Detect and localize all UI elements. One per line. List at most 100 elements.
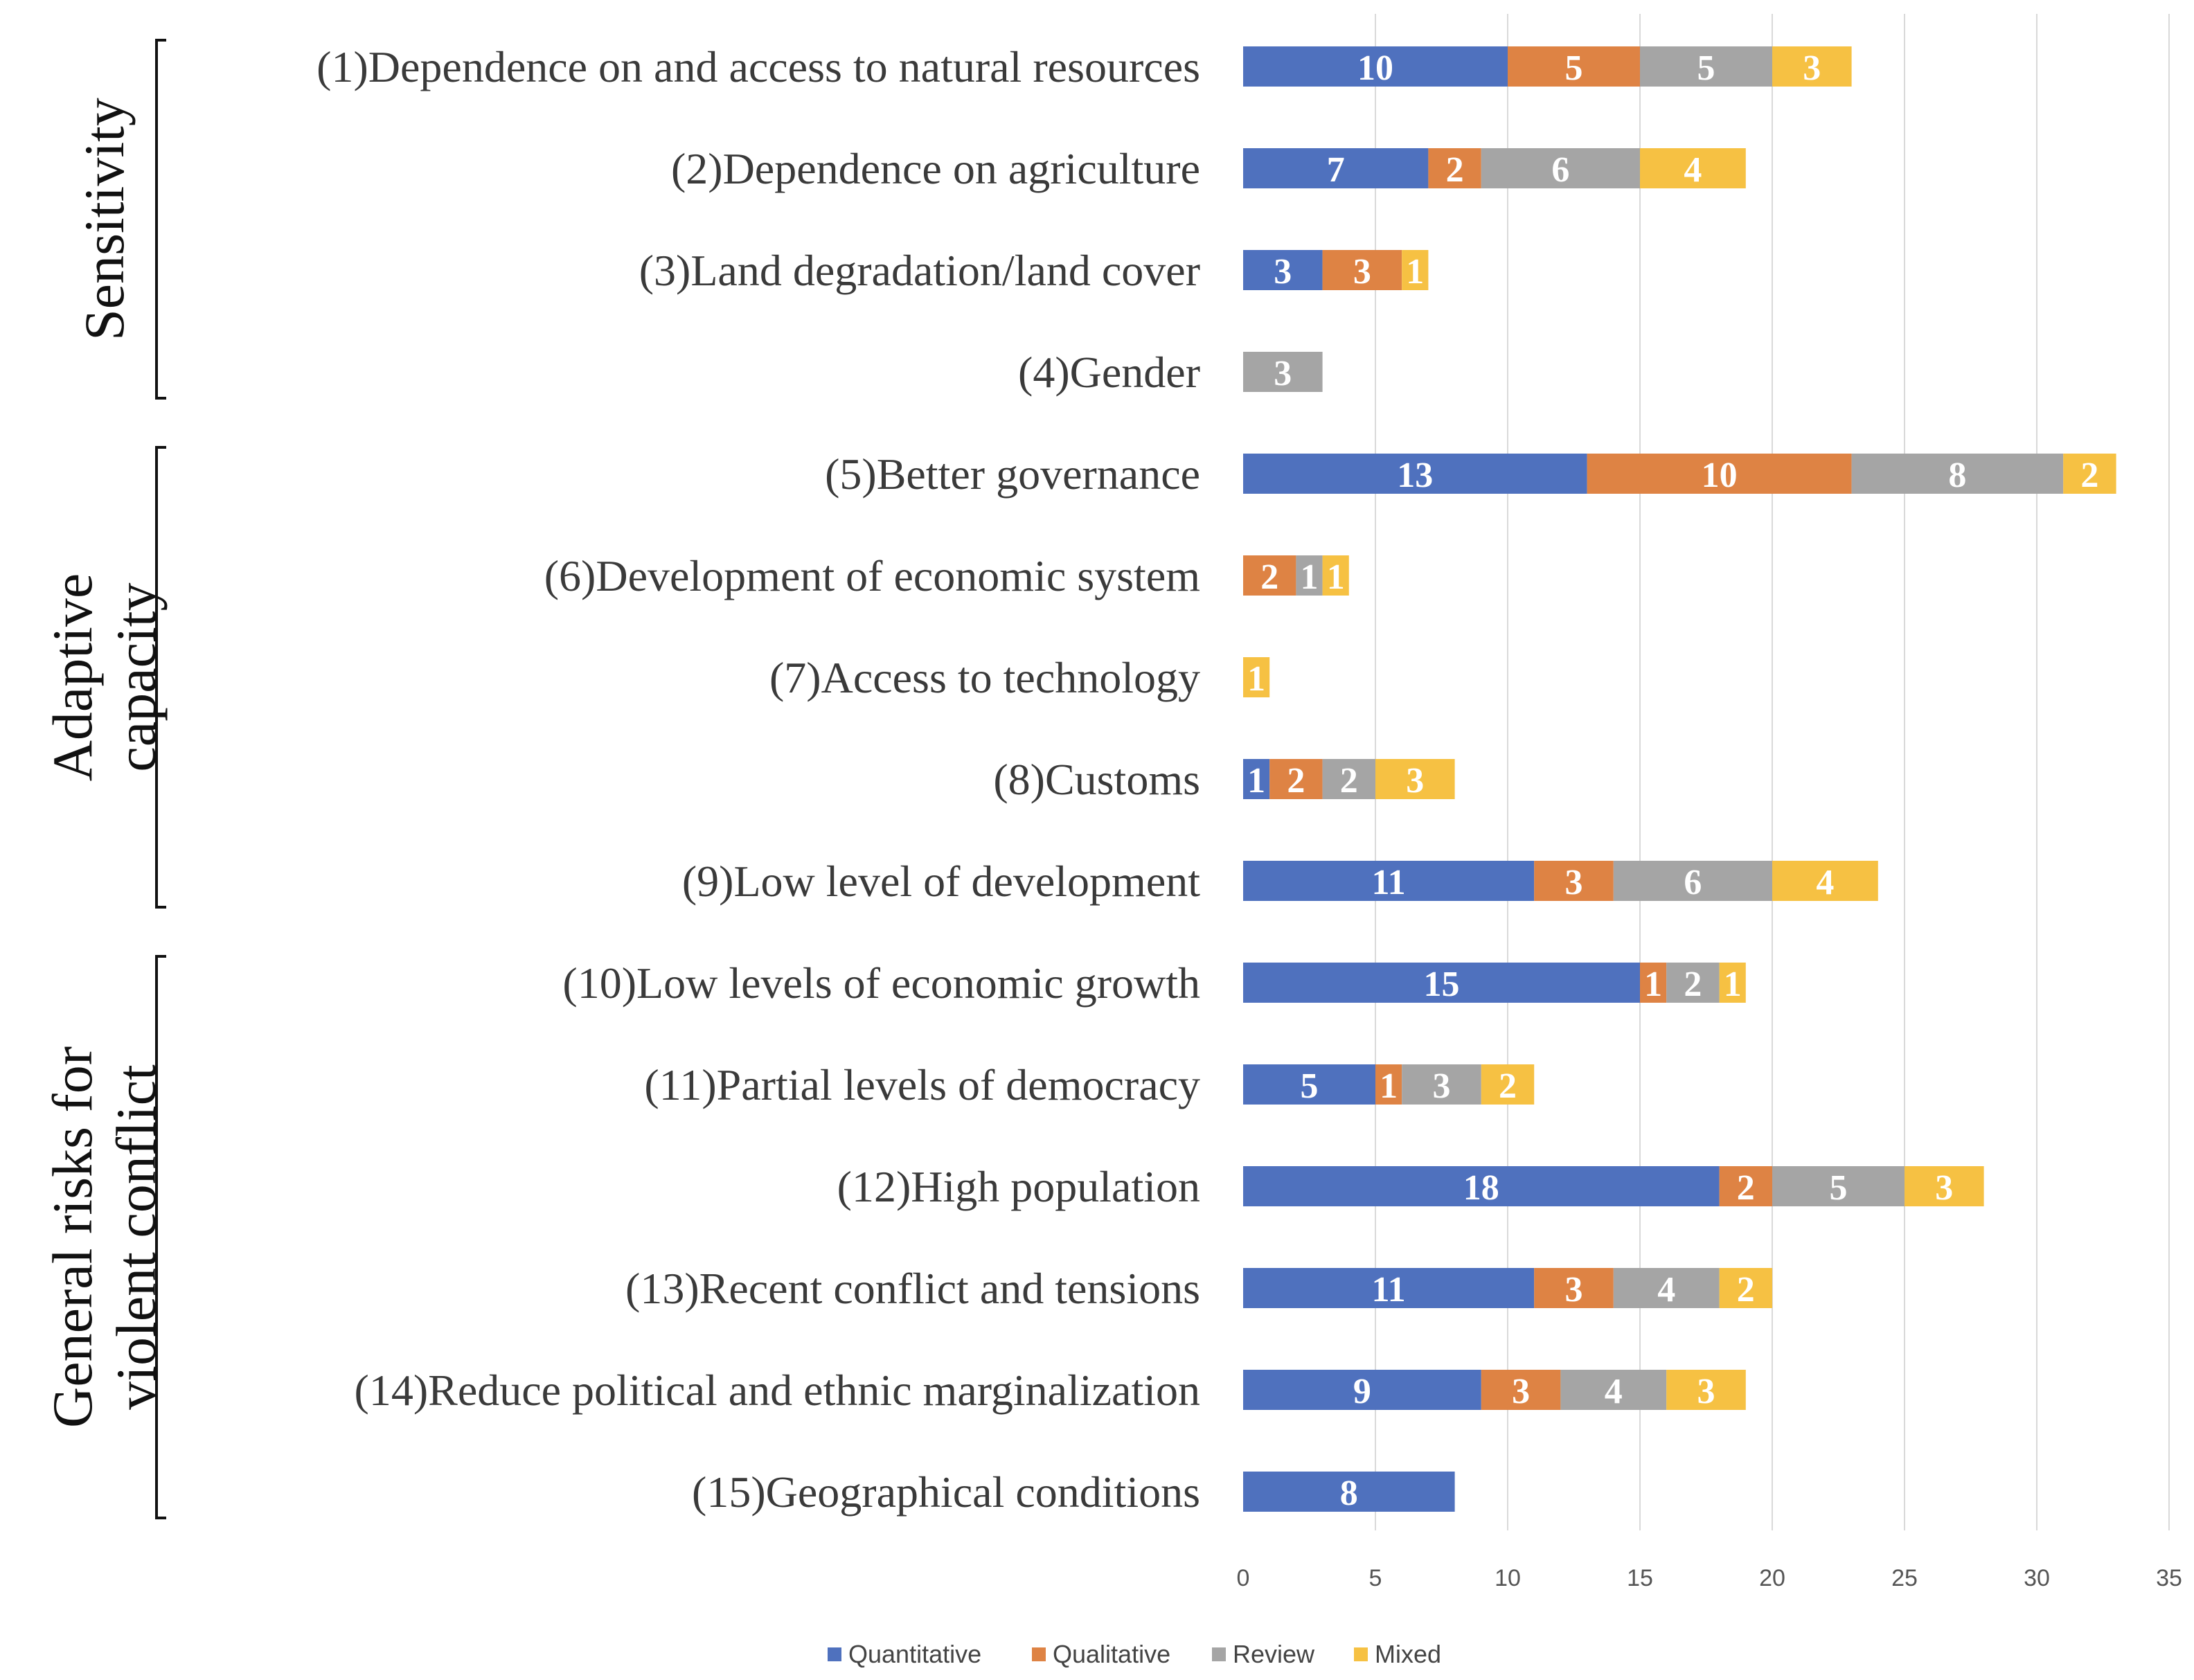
- bar-value-label: 6: [1551, 150, 1569, 190]
- bar-segment-11-review: [1402, 1064, 1481, 1105]
- bar-segment-2-qualitative: [1428, 148, 1481, 188]
- category-label-8: (8)Customs: [993, 755, 1200, 804]
- group-labels: Sensitivity Adaptive capacity General risks…: [41, 39, 168, 1519]
- category-label-12: (12)High population: [837, 1162, 1200, 1211]
- bar-segment-1-quantitative: [1243, 46, 1508, 87]
- bar-segment-14-mixed: [1666, 1370, 1746, 1410]
- bar-segment-4-review: [1243, 352, 1323, 392]
- legend-swatch-mixed: [1354, 1647, 1368, 1661]
- group-bracket-1: [155, 39, 166, 400]
- bar-value-label: 2: [1737, 1270, 1755, 1310]
- bar-segment-13-qualitative: [1534, 1268, 1614, 1308]
- bar-value-label: 10: [1702, 456, 1738, 495]
- bar-segment-1-review: [1640, 46, 1772, 87]
- bar-value-label: 1: [1724, 965, 1742, 1004]
- category-label-15: (15)Geographical conditions: [692, 1467, 1200, 1517]
- x-tick-label: 10: [1495, 1565, 1521, 1591]
- bar-segment-1-mixed: [1772, 46, 1852, 87]
- x-tick-label: 30: [2024, 1565, 2050, 1591]
- category-labels: (1)Dependence on and access to natural r…: [316, 42, 1200, 1517]
- legend-label-qualitative: Qualitative: [1053, 1640, 1170, 1668]
- bar-value-label: 3: [1353, 252, 1371, 292]
- x-axis-ticks: 0 5 10 15 20 25 30 35: [1237, 1565, 2182, 1591]
- group-label-2: Adaptive: [41, 573, 104, 782]
- category-label-14: (14)Reduce political and ethnic marginal…: [355, 1366, 1201, 1415]
- bar-segment-13-review: [1613, 1268, 1720, 1308]
- bar-segment-5-mixed: [2063, 454, 2116, 494]
- bar-segment-2-quantitative: [1243, 148, 1429, 188]
- bar-value-label: 1: [1327, 557, 1345, 597]
- x-tick-label: 20: [1759, 1565, 1785, 1591]
- bar-value-label: 1: [1406, 252, 1424, 292]
- group-label-2: capacity: [105, 582, 168, 771]
- bar-value-label: 3: [1512, 1372, 1530, 1411]
- bar-segment-11-quantitative: [1243, 1064, 1375, 1105]
- group-bracket-2: [155, 446, 166, 909]
- bar-value-label: 3: [1406, 761, 1424, 801]
- legend: Quantitative Qualitative Review Mixed: [828, 1640, 1441, 1668]
- bar-value-label: 1: [1247, 659, 1265, 699]
- category-label-9: (9)Low level of development: [682, 857, 1200, 906]
- bar-segment-10-quantitative: [1243, 963, 1640, 1003]
- category-label-6: (6)Development of economic system: [544, 551, 1200, 600]
- x-tick-label: 25: [1891, 1565, 1918, 1591]
- bar-segment-8-quantitative: [1243, 759, 1270, 799]
- group-label-3: General risks for: [41, 1046, 104, 1428]
- bar-segment-5-review: [1851, 454, 2064, 494]
- category-label-5: (5)Better governance: [825, 449, 1200, 499]
- x-tick-label: 0: [1237, 1565, 1250, 1591]
- group-label-3: violent conflict: [105, 1064, 168, 1410]
- bar-segment-8-mixed: [1375, 759, 1455, 799]
- legend-swatch-review: [1212, 1647, 1226, 1661]
- bar-value-label: 2: [1499, 1066, 1517, 1106]
- bar-value-label: 4: [1657, 1270, 1675, 1310]
- x-tick-label: 35: [2156, 1565, 2182, 1591]
- legend-swatch-quantitative: [828, 1647, 841, 1661]
- category-label-7: (7)Access to technology: [769, 653, 1200, 702]
- bar-value-label: 3: [1565, 1270, 1583, 1310]
- bar-segment-13-mixed: [1719, 1268, 1772, 1308]
- bar-value-label: 5: [1301, 1066, 1319, 1106]
- bar-value-label: 8: [1340, 1474, 1358, 1513]
- bar-value-label: 2: [1287, 761, 1305, 801]
- bar-segment-6-review: [1296, 555, 1323, 596]
- bar-value-label: 2: [1340, 761, 1358, 801]
- bar-value-label: 4: [1605, 1372, 1623, 1411]
- category-label-4: (4)Gender: [1018, 348, 1200, 397]
- bar-value-label: 3: [1274, 252, 1292, 292]
- bar-segment-3-mixed: [1402, 250, 1429, 290]
- bar-segment-2-mixed: [1640, 148, 1746, 188]
- bar-segment-5-qualitative: [1587, 454, 1852, 494]
- bar-segment-7-mixed: [1243, 657, 1270, 697]
- bar-value-label: 3: [1565, 863, 1583, 902]
- bar-segment-9-quantitative: [1243, 861, 1535, 901]
- bar-value-label: 2: [1260, 557, 1278, 597]
- legend-label-review: Review: [1233, 1640, 1315, 1668]
- bar-segment-9-mixed: [1772, 861, 1878, 901]
- group-label-1: Sensitivity: [73, 98, 136, 341]
- bar-segment-9-review: [1613, 861, 1772, 901]
- category-label-3: (3)Land degradation/land cover: [639, 246, 1200, 295]
- legend-label-mixed: Mixed: [1375, 1640, 1441, 1668]
- bar-value-label: 3: [1274, 354, 1292, 393]
- bar-value-label: 11: [1372, 1270, 1406, 1310]
- category-label-1: (1)Dependence on and access to natural r…: [316, 42, 1200, 91]
- bar-value-label: 1: [1380, 1066, 1398, 1106]
- bar-segment-15-quantitative: [1243, 1472, 1455, 1512]
- bar-segment-8-qualitative: [1269, 759, 1323, 799]
- bar-value-label: 2: [2080, 456, 2098, 495]
- bar-value-label: 10: [1357, 48, 1393, 88]
- bar-value-label: 9: [1353, 1372, 1371, 1411]
- bar-value-label: 8: [1948, 456, 1966, 495]
- bar-segment-12-quantitative: [1243, 1166, 1720, 1206]
- bar-value-label: 7: [1327, 150, 1345, 190]
- bar-segment-10-review: [1666, 963, 1720, 1003]
- category-label-2: (2)Dependence on agriculture: [671, 144, 1200, 193]
- bar-value-label: 2: [1446, 150, 1464, 190]
- category-label-13: (13)Recent conflict and tensions: [625, 1264, 1200, 1313]
- bar-segment-12-qualitative: [1719, 1166, 1772, 1206]
- bar-value-label: 5: [1697, 48, 1715, 88]
- bar-segment-10-mixed: [1719, 963, 1746, 1003]
- legend-swatch-qualitative: [1032, 1647, 1046, 1661]
